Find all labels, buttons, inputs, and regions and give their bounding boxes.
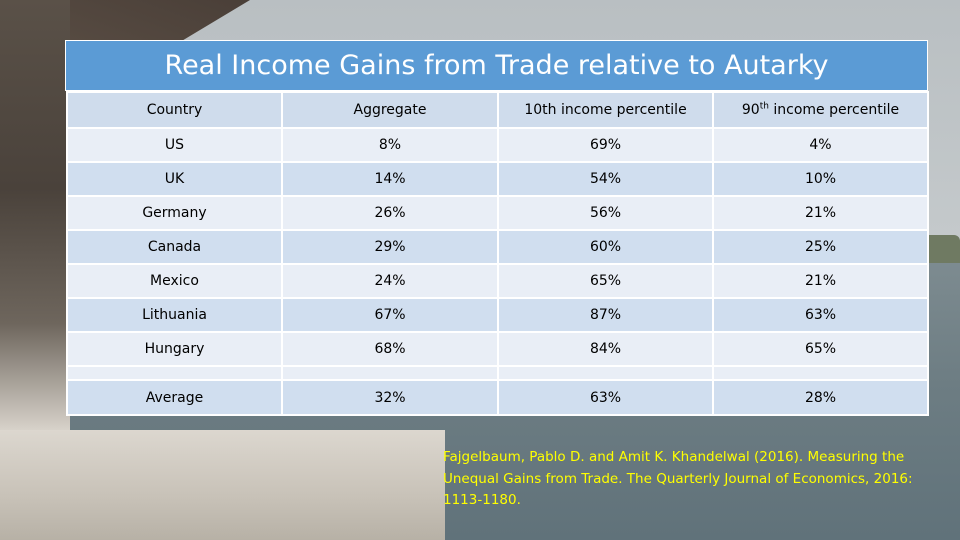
cell-90th-percentile: 65% (712, 331, 929, 367)
cell-aggregate: 24% (281, 263, 499, 299)
cell-10th-percentile: 60% (497, 229, 714, 265)
cell-90th-percentile: 21% (712, 195, 929, 231)
cell-country: Germany (66, 195, 283, 231)
header-aggregate: Aggregate (281, 91, 499, 129)
slide-title: Real Income Gains from Trade relative to… (164, 50, 829, 81)
cell-10th-percentile: 84% (497, 331, 714, 367)
cell-country: UK (66, 161, 283, 197)
cell-aggregate: 8% (281, 127, 499, 163)
cell-10th-percentile: 65% (497, 263, 714, 299)
cell-country: Canada (66, 229, 283, 265)
cell-aggregate: 29% (281, 229, 499, 265)
header-country: Country (66, 91, 283, 129)
cell-10th-percentile: 69% (497, 127, 714, 163)
table-row: UK 14% 54% 10% (66, 161, 929, 197)
cell-country: US (66, 127, 283, 163)
cell-10th-percentile: 87% (497, 297, 714, 333)
table-row: Canada 29% 60% 25% (66, 229, 929, 265)
cell-aggregate: 32% (281, 379, 499, 416)
cell-aggregate: 68% (281, 331, 499, 367)
cell-90th-percentile: 10% (712, 161, 929, 197)
cell-90th-percentile: 25% (712, 229, 929, 265)
table-row: Germany 26% 56% 21% (66, 195, 929, 231)
cell-aggregate: 67% (281, 297, 499, 333)
cell-10th-percentile: 63% (497, 379, 714, 416)
cell-country: Mexico (66, 263, 283, 299)
cell-10th-percentile: 56% (497, 195, 714, 231)
table-average-row: Average 32% 63% 28% (66, 379, 929, 416)
cell-90th-percentile: 21% (712, 263, 929, 299)
table-spacer-row (66, 365, 929, 381)
table-row: Mexico 24% 65% 21% (66, 263, 929, 299)
title-bar: Real Income Gains from Trade relative to… (65, 40, 928, 91)
cell-country: Lithuania (66, 297, 283, 333)
cell-10th-percentile: 54% (497, 161, 714, 197)
background-stone-wall (0, 430, 445, 540)
source-citation: Fajgelbaum, Pablo D. and Amit K. Khandel… (443, 449, 913, 508)
cell-country: Average (66, 379, 283, 416)
header-90th-percentile: 90th income percentile (712, 91, 929, 129)
cell-90th-percentile: 4% (712, 127, 929, 163)
income-gains-table: Country Aggregate 10th income percentile… (66, 91, 929, 416)
header-10th-percentile: 10th income percentile (497, 91, 714, 129)
header-90th-number: 90 (741, 102, 760, 118)
table-header-row: Country Aggregate 10th income percentile… (66, 91, 929, 129)
cell-90th-percentile: 28% (712, 379, 929, 416)
cell-country: Hungary (66, 331, 283, 367)
cell-aggregate: 26% (281, 195, 499, 231)
cell-aggregate: 14% (281, 161, 499, 197)
header-90th-label: income percentile (768, 102, 900, 118)
header-90th-superscript: th (759, 101, 769, 112)
table-row: US 8% 69% 4% (66, 127, 929, 163)
table-row: Hungary 68% 84% 65% (66, 331, 929, 367)
cell-90th-percentile: 63% (712, 297, 929, 333)
table-row: Lithuania 67% 87% 63% (66, 297, 929, 333)
